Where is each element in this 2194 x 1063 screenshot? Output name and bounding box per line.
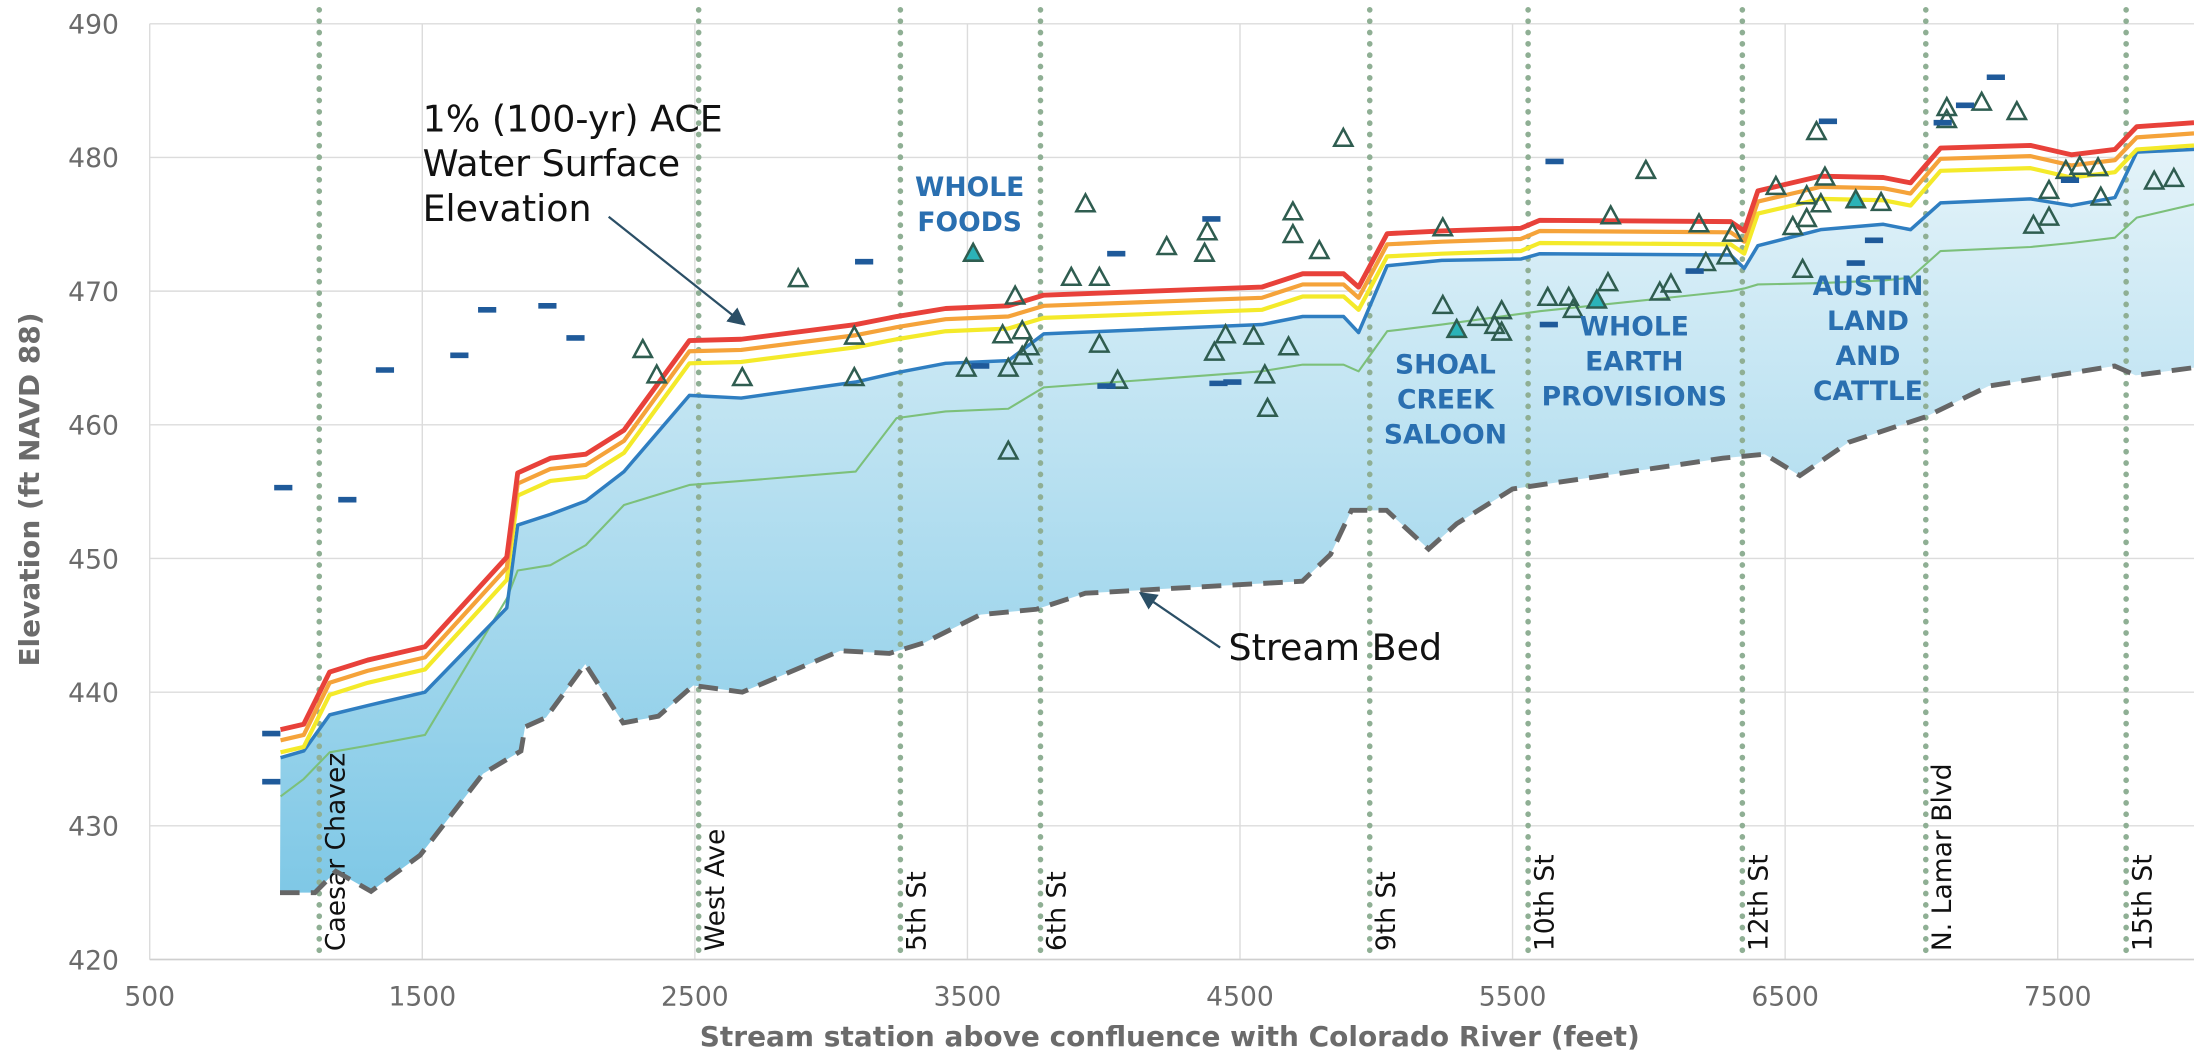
annotation-text: Water Surface	[423, 142, 681, 185]
y-tick-label: 470	[68, 277, 119, 308]
x-tick-label: 7500	[2024, 982, 2092, 1013]
annotation-text: WHOLE	[1580, 312, 1689, 343]
building-marker	[1006, 287, 1024, 304]
x-axis-title: Stream station above confluence with Col…	[700, 1020, 1640, 1053]
street-label: 9th St	[1371, 871, 1402, 951]
annotation-text: Stream Bed	[1229, 626, 1443, 669]
building-marker	[1062, 268, 1080, 285]
annotation-text: SALOON	[1384, 419, 1507, 450]
building-marker	[1284, 225, 1302, 242]
y-tick-label: 450	[68, 544, 119, 575]
building-marker	[1198, 223, 1216, 240]
annotation-text: WHOLE	[915, 172, 1024, 203]
street-label: Caesar Chavez	[320, 753, 351, 951]
x-tick-label: 3500	[934, 982, 1002, 1013]
x-tick-label: 2500	[661, 982, 729, 1013]
building-marker	[1310, 241, 1328, 258]
building-marker	[1076, 194, 1094, 211]
building-marker	[733, 368, 751, 385]
x-tick-label: 6500	[1751, 982, 1819, 1013]
annotation-text: AUSTIN	[1813, 271, 1924, 302]
y-axis-title: Elevation (ft NAVD 88)	[13, 313, 46, 667]
annotation-arrow	[609, 217, 745, 325]
street-label: 5th St	[902, 871, 933, 951]
y-tick-label: 440	[68, 678, 119, 709]
building-marker	[634, 340, 652, 357]
building-marker	[1284, 202, 1302, 219]
y-tick-label: 480	[68, 143, 119, 174]
y-tick-label: 420	[68, 945, 119, 976]
y-tick-label: 490	[68, 10, 119, 41]
street-label: 12th St	[1744, 854, 1775, 951]
annotation-text: 1% (100-yr) ACE	[423, 97, 723, 140]
annotation-text: CATTLE	[1813, 376, 1923, 407]
street-label: West Ave	[700, 829, 731, 951]
annotation-text: PROVISIONS	[1542, 382, 1727, 413]
x-tick-label: 500	[124, 982, 175, 1013]
street-label: 6th St	[1042, 871, 1073, 951]
x-tick-label: 5500	[1479, 982, 1547, 1013]
building-marker	[789, 269, 807, 286]
street-label: N. Lamar Blvd	[1927, 763, 1958, 951]
annotation-text: FOODS	[917, 207, 1022, 238]
annotation-text: AND	[1836, 341, 1901, 372]
annotation-text: EARTH	[1585, 347, 1683, 378]
y-tick-label: 460	[68, 411, 119, 442]
annotation-text: Elevation	[423, 187, 592, 230]
chart: 420 430 440 450 460 470 480 490 500 1500 2500 3500 4…	[0, 0, 2194, 1063]
street-label: 15th St	[2127, 854, 2158, 951]
x-tick-label: 1500	[388, 982, 456, 1013]
water-fill	[280, 149, 2194, 892]
building-marker	[1195, 244, 1213, 261]
annotation-text: SHOAL	[1395, 349, 1496, 380]
street-label: 10th St	[1529, 854, 1560, 951]
annotation-arrow	[1140, 593, 1220, 648]
building-marker	[1807, 122, 1825, 139]
building-marker	[1090, 268, 1108, 285]
x-tick-label: 4500	[1206, 982, 1274, 1013]
y-tick-label: 430	[68, 812, 119, 843]
building-marker	[2008, 102, 2026, 119]
annotation-text: LAND	[1827, 306, 1909, 337]
page: {"chart_data": { "type": "line", "xlabel…	[0, 0, 2194, 1063]
building-marker	[1973, 93, 1991, 110]
building-marker	[1334, 129, 1352, 146]
annotation-text: CREEK	[1397, 384, 1495, 415]
building-marker	[1637, 161, 1655, 178]
building-marker	[2040, 181, 2058, 198]
building-marker	[1158, 237, 1176, 254]
